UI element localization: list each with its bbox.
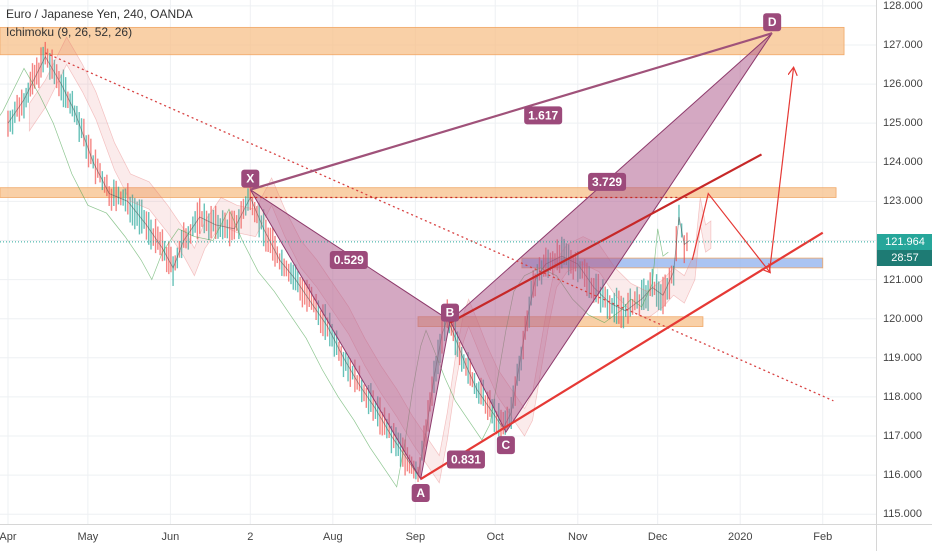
pattern-point-box: [411, 484, 430, 503]
ratio-label-box: [329, 251, 368, 270]
last-price-tag: 121.964: [877, 233, 932, 250]
ratio-label: 3.729: [592, 175, 622, 189]
price-tick-label: 123.000: [883, 195, 923, 208]
time-tick-label: Apr: [0, 531, 17, 543]
time-tick-label: Aug: [323, 531, 343, 543]
pattern-point-label: C: [502, 438, 511, 452]
time-tick-label: Nov: [568, 531, 588, 543]
price-tick-label: 116.000: [883, 469, 922, 482]
ratio-label-box: [446, 450, 485, 469]
price-tick-label: 128.000: [883, 0, 923, 12]
price-tick-label: 118.000: [883, 390, 922, 403]
price-tick-label: 126.000: [883, 78, 923, 91]
price-tick-label: 124.000: [883, 156, 923, 169]
ratio-label-box: [524, 106, 563, 125]
zone-rectangle: [0, 26, 845, 56]
price-tick-label: 119.000: [883, 351, 922, 364]
chart-legend: Euro / Japanese Yen, 240, OANDA Ichimoku…: [6, 7, 193, 43]
ratio-label-box: [588, 172, 627, 191]
indicator-label[interactable]: Ichimoku (9, 26, 52, 26): [6, 25, 133, 39]
trend-line: [249, 32, 773, 191]
time-axis[interactable]: Apr May Jun 2 Aug Sep Oct Nov Dec 2020 Feb: [0, 524, 876, 551]
ratio-label: 0.529: [334, 253, 364, 267]
zone-rectangle: [0, 187, 837, 198]
pattern-point-box: [440, 303, 459, 322]
time-tick-label: May: [77, 531, 99, 543]
pattern-point-box: [241, 169, 260, 188]
axis-corner: [876, 524, 932, 551]
symbol-title[interactable]: Euro / Japanese Yen, 240, OANDA: [6, 7, 193, 21]
price-tick-label: 117.000: [883, 430, 922, 442]
time-tick-label: Sep: [405, 531, 426, 543]
bar-countdown-tag: 28:57: [877, 249, 932, 266]
time-tick-label: Feb: [813, 531, 833, 543]
price-tick-label: 115.000: [883, 508, 922, 521]
trend-line: [449, 153, 763, 324]
time-tick-label: 2020: [727, 531, 753, 543]
price-tick-label: 120.000: [883, 312, 923, 325]
projection-arrow: [691, 192, 769, 272]
pattern-point-label: A: [416, 486, 425, 500]
pattern-point-label: B: [446, 306, 455, 320]
harmonic-triangle-bcd: [449, 32, 773, 434]
time-tick-label: Jun: [161, 531, 180, 543]
price-axis[interactable]: 115.000 116.000 117.000 118.000 119.000 120.0…: [876, 0, 932, 524]
trend-line: [420, 231, 824, 480]
pattern-point-label: D: [768, 15, 777, 29]
time-tick-label: 2: [247, 531, 254, 543]
time-tick-label: Oct: [486, 531, 504, 543]
pattern-point-label: X: [246, 172, 254, 186]
ratio-label: 1.617: [528, 108, 558, 122]
chart-plot-area[interactable]: 1.617 0.529 0.831 3.729 X A B C D: [0, 0, 876, 524]
price-tick-label: 125.000: [883, 117, 923, 130]
pattern-point-box: [763, 13, 782, 32]
time-tick-label: Dec: [647, 531, 668, 543]
ratio-label: 0.831: [451, 452, 481, 466]
price-tick-label: 127.000: [883, 38, 923, 51]
pattern-point-box: [496, 436, 515, 455]
trend-line: [45, 52, 834, 402]
projection-arrow: [768, 68, 793, 272]
price-tick-label: 121.000: [883, 273, 923, 286]
price-chart[interactable]: 1.617 0.529 0.831 3.729 X A B C D: [0, 0, 876, 524]
